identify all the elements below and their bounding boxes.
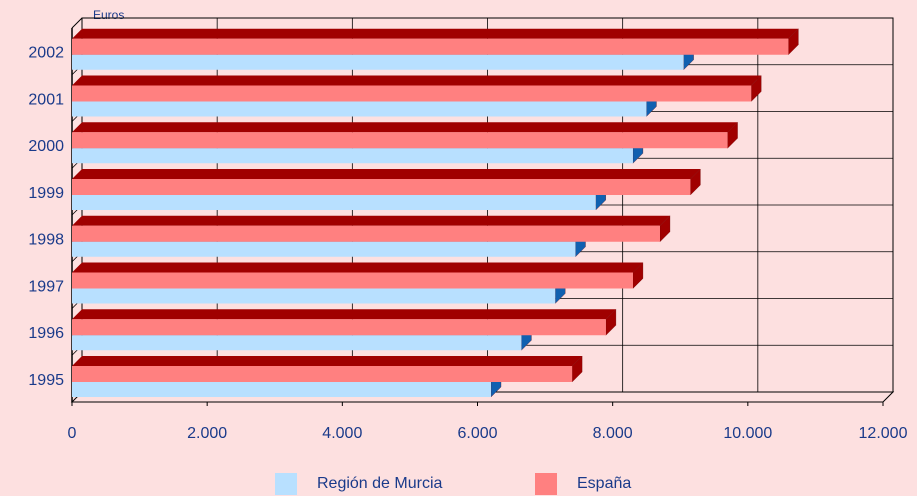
bar-top xyxy=(72,215,670,226)
bar-top xyxy=(72,356,583,366)
bar xyxy=(72,366,573,382)
bar xyxy=(72,319,606,336)
bar-top xyxy=(72,75,762,86)
legend-swatch xyxy=(275,473,297,495)
bar xyxy=(72,85,752,102)
left-wall-top xyxy=(71,17,83,29)
bar xyxy=(72,272,633,289)
legend-label: Región de Murcia xyxy=(317,475,443,492)
y-tick-label: 1999 xyxy=(28,185,64,202)
legend-swatch xyxy=(535,473,557,495)
y-tick-label: 1997 xyxy=(28,278,64,295)
x-tick-label: 4.000 xyxy=(322,425,362,442)
bar-top xyxy=(72,309,616,320)
bar xyxy=(72,335,522,351)
y-tick-label: 2001 xyxy=(28,91,64,108)
y-tick-label: 2000 xyxy=(28,138,64,155)
bar-top xyxy=(72,122,738,133)
x-tick-label: 8.000 xyxy=(593,425,633,442)
bar xyxy=(72,148,633,164)
y-tick-label: 1996 xyxy=(28,325,64,342)
bar xyxy=(72,38,789,55)
y-tick-label: 1998 xyxy=(28,232,64,249)
x-tick-label: 6.000 xyxy=(457,425,497,442)
bar xyxy=(72,101,647,117)
x-tick-label: 2.000 xyxy=(187,425,227,442)
bar xyxy=(72,195,596,210)
unit-label: Euros xyxy=(93,8,124,22)
bar-top xyxy=(72,28,799,39)
bar xyxy=(72,179,691,195)
y-tick-label: 1995 xyxy=(28,372,64,389)
legend-label: España xyxy=(577,475,631,492)
x-tick-label: 10.000 xyxy=(723,425,772,442)
bar xyxy=(72,225,660,242)
x-tick-label: 12.000 xyxy=(859,425,908,442)
bar xyxy=(72,54,684,70)
bar xyxy=(72,288,556,304)
bar-top xyxy=(72,262,643,273)
bar xyxy=(72,382,492,397)
bar xyxy=(72,241,576,257)
x-tick-label: 0 xyxy=(68,425,77,442)
bar-top xyxy=(72,169,701,179)
bar xyxy=(72,132,728,149)
y-tick-label: 2002 xyxy=(28,45,64,62)
